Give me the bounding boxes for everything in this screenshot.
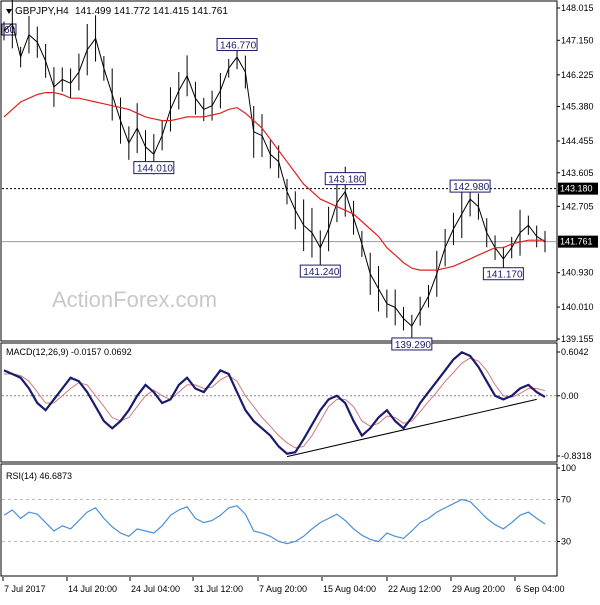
rsi-title: RSI(14) 46.6873 [6,471,72,481]
time-axis-label: 7 Aug 20:00 [259,584,307,594]
price-axis-label: 143.605 [561,168,594,178]
time-axis-label: 29 Aug 20:00 [452,584,505,594]
macd-title: MACD(12,26,9) -0.0157 0.0692 [6,347,132,357]
time-axis-label: 15 Aug 04:00 [323,584,376,594]
resistance-tag [558,182,598,195]
moving-average-line [3,92,545,271]
price-axis-label: 144.455 [561,136,594,146]
price-annotation-label: 144.010 [137,164,174,175]
time-axis: 7 Jul 2017 14 Jul 20:00 24 Jul 04:00 31 Jul… [2,577,565,594]
price-annotation-box [324,172,366,186]
symbol-label: GBPJPY,H4 [15,6,69,17]
price-annotation-box [299,264,341,278]
macd-axis-label: 0.6042 [561,347,589,357]
price-annotation-label: 139.290 [395,340,432,351]
price-axis-label: 147.150 [561,35,594,45]
current-price-tag-text: 141.761 [560,237,593,247]
price-axis-label: 139.155 [561,334,594,344]
macd-signal-line [4,357,546,449]
macd-trendline [286,398,537,458]
rsi-axis-label: 30 [561,537,571,547]
time-axis-label: 7 Jul 2017 [4,584,46,594]
price-axis-label: 145.380 [561,101,594,111]
price-annotation-box [133,161,175,175]
price-annotation-label: 143.180 [328,175,365,186]
price-annotation-box [482,267,524,281]
macd-axis-label: 0.00 [561,391,579,401]
price-line [3,22,546,327]
macd-panel: MACD(12,26,9) -0.0157 0.0692 0.6042 0.00 -0… [2,347,592,461]
rsi-axis-label: 70 [561,495,571,505]
price-annotation-label: 146.770 [220,41,257,52]
price-axis-label: 146.225 [561,70,594,80]
watermark-text: ActionForex.com [52,287,217,312]
ohlc-readout: 141.499 141.772 141.415 141.761 [75,6,228,17]
time-axis-label: 24 Jul 04:00 [131,584,180,594]
time-axis-label: 14 Jul 20:00 [68,584,117,594]
current-price-tag [558,235,598,248]
price-axis-label: 140.010 [561,302,594,312]
rsi-axis-label: 100 [561,463,576,473]
price-axis-label: 142.705 [561,201,594,211]
price-annotation-label: 141.170 [486,270,523,281]
rsi-line [3,498,546,545]
rsi-panel: RSI(14) 46.6873 100 70 30 [2,463,576,547]
macd-line [3,351,546,455]
price-annotation-box [216,38,258,52]
macd-axis-label: -0.8318 [561,451,592,461]
price-axis-label: 140.930 [561,268,594,278]
price-annotation-box [449,179,491,193]
rsi-panel-frame [0,463,558,577]
price-annotation-label: 142.980 [453,182,490,193]
price-axis-label: 148.015 [561,3,594,13]
time-axis-label: 6 Sep 04:00 [516,584,565,594]
time-axis-label: 31 Jul 12:00 [194,584,243,594]
price-panel: 148.015 147.150 146.225 145.380 144.455 143.6… [2,0,598,351]
dropdown-triangle-icon[interactable] [6,9,12,14]
truncated-price-label-box [1,23,17,36]
truncated-price-label: 60 [4,25,16,36]
resistance-tag-text: 143.180 [560,184,593,194]
time-axis-label: 22 Aug 12:00 [388,584,441,594]
price-annotation-label: 141.240 [303,267,340,278]
price-annotation-box [391,337,433,351]
